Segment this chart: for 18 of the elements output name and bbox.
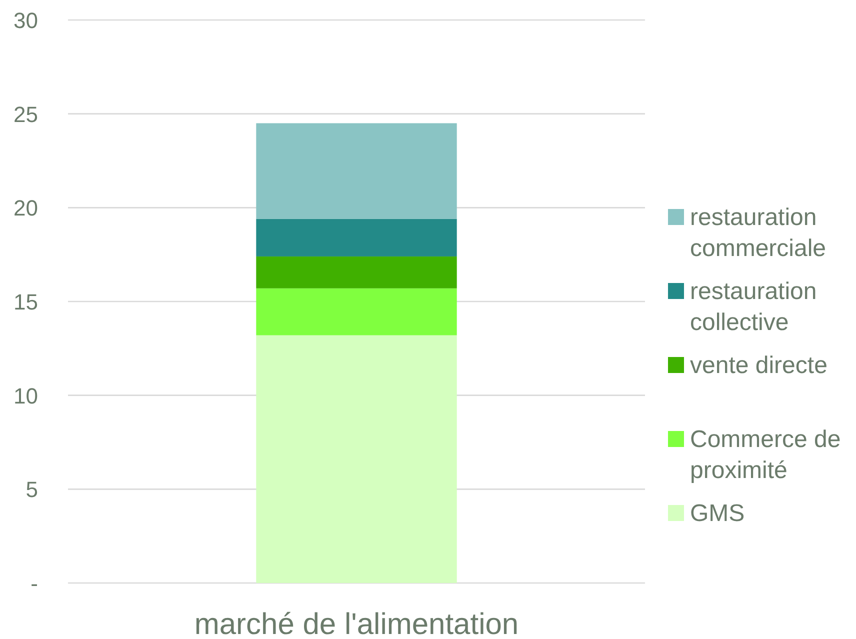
y-tick-label: 5	[26, 477, 38, 502]
legend-label: GMS	[690, 500, 745, 527]
bar	[256, 256, 457, 288]
legend-label: vente directe	[690, 352, 828, 379]
y-tick-label: 10	[14, 383, 38, 408]
bar	[256, 335, 457, 583]
bar	[256, 123, 457, 219]
x-tick-label: marché de l'alimentation	[194, 608, 519, 639]
y-tick-label: 15	[14, 290, 38, 314]
legend-label: restauration commerciale	[690, 204, 826, 262]
bar	[256, 288, 457, 336]
y-tick-label: 25	[14, 102, 38, 127]
y-tick-label: 30	[14, 8, 38, 33]
legend-label: restauration collective	[690, 278, 817, 336]
legend-label: Commerce de proximité	[690, 426, 841, 484]
bar	[256, 218, 457, 256]
y-tick-label: 20	[14, 196, 38, 221]
y-tick-label: -	[30, 571, 38, 596]
